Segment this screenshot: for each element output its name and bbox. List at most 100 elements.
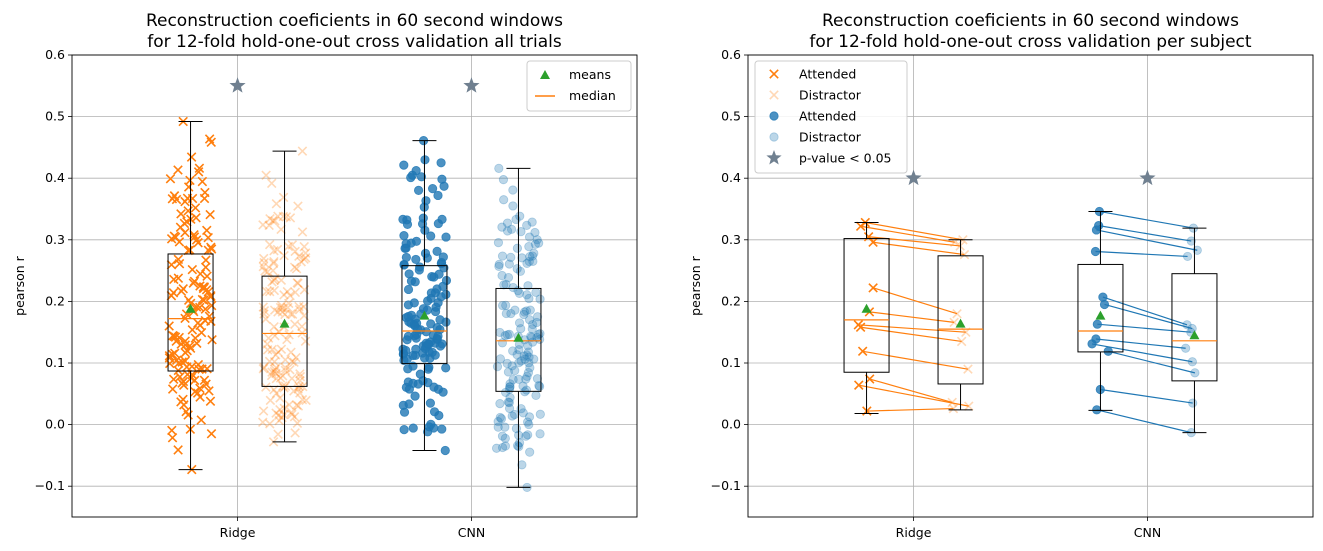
data-point [499,195,509,205]
marker-stroke [266,178,277,189]
marker-stroke [300,253,311,263]
marker-stroke [263,333,274,343]
data-point [410,277,420,287]
chart-all-trials: −0.1 0.0 0.1 0.2 0.3 0.4 0.5 0.6 pearson r Ridge C… [12,11,638,540]
attended-point [1103,346,1113,356]
marker-stroke [283,298,294,309]
subject-connector [860,225,955,243]
data-point [287,356,297,367]
data-point [261,170,271,180]
data-point [280,355,291,365]
marker-stroke [287,309,298,319]
marker-stroke [259,309,269,319]
data-point [525,363,535,373]
marker-stroke [165,174,176,184]
marker-stroke [276,344,287,354]
marker-stroke [167,384,178,394]
marker-stroke [285,290,295,301]
data-point [258,302,269,312]
data-point [283,241,294,252]
mean-marker [861,303,872,313]
marker-stroke [291,352,301,363]
data-point [173,365,184,376]
data-point [283,298,294,309]
data-point [269,246,279,256]
marker-stroke [271,373,282,384]
marker-stroke [948,403,959,414]
data-point [410,391,420,401]
data-point [176,286,187,296]
data-point [273,347,283,357]
marker-stroke [207,335,217,345]
marker-stroke [268,265,278,276]
data-point [508,185,518,195]
data-point [494,261,504,271]
marker-stroke [286,347,296,358]
y-tick-label: 0.2 [45,293,65,308]
marker-stroke [269,285,280,296]
marker-stroke [285,309,296,319]
data-point [438,281,448,291]
data-point [436,158,446,168]
marker-stroke [290,246,300,257]
data-point [182,362,192,372]
marker-stroke [289,357,299,367]
data-point [167,425,177,436]
marker-stroke [275,373,286,383]
marker-stroke [283,298,294,309]
data-point [202,271,212,281]
data-point [519,351,529,361]
marker-stroke [259,362,269,373]
marker-stroke [270,216,280,226]
marker-stroke [258,417,268,427]
data-point [521,374,531,384]
data-point [525,252,535,262]
marker-stroke [291,264,302,274]
data-point [524,256,534,267]
marker-stroke [183,245,194,256]
marker-stroke [202,225,212,236]
data-point [411,166,421,176]
marker-stroke [291,264,302,274]
marker-stroke [297,394,308,405]
data-point [261,382,271,392]
marker-stroke [300,248,311,258]
marker-stroke [868,283,878,293]
marker-stroke [189,375,200,386]
data-point [500,330,510,341]
significance-star [905,169,922,186]
data-point [521,306,532,316]
marker-stroke [300,336,311,347]
marker-stroke [286,347,296,358]
marker-stroke [181,406,191,417]
data-point [293,401,304,411]
data-point [175,222,186,233]
data-point [432,333,442,344]
data-point [191,212,201,223]
marker-stroke [270,364,280,375]
data-point [402,219,413,230]
data-point [290,246,300,257]
marker-stroke [273,211,283,222]
data-point [289,357,299,367]
data-point [276,224,286,235]
data-point [433,190,443,201]
data-point [404,384,414,394]
data-point [531,390,541,400]
data-point [425,398,435,408]
data-point [202,363,212,374]
marker-stroke [180,336,190,346]
marker-stroke [194,163,205,173]
marker-stroke [278,211,289,222]
mean-marker [1189,330,1200,340]
data-point [265,213,275,224]
data-point [502,218,513,228]
marker-stroke [297,146,308,156]
data-point [300,336,311,347]
marker-stroke [258,253,269,264]
marker-stroke [300,253,311,263]
data-point [258,253,269,264]
data-point [282,286,293,297]
data-point [516,356,526,366]
data-point [264,286,275,297]
